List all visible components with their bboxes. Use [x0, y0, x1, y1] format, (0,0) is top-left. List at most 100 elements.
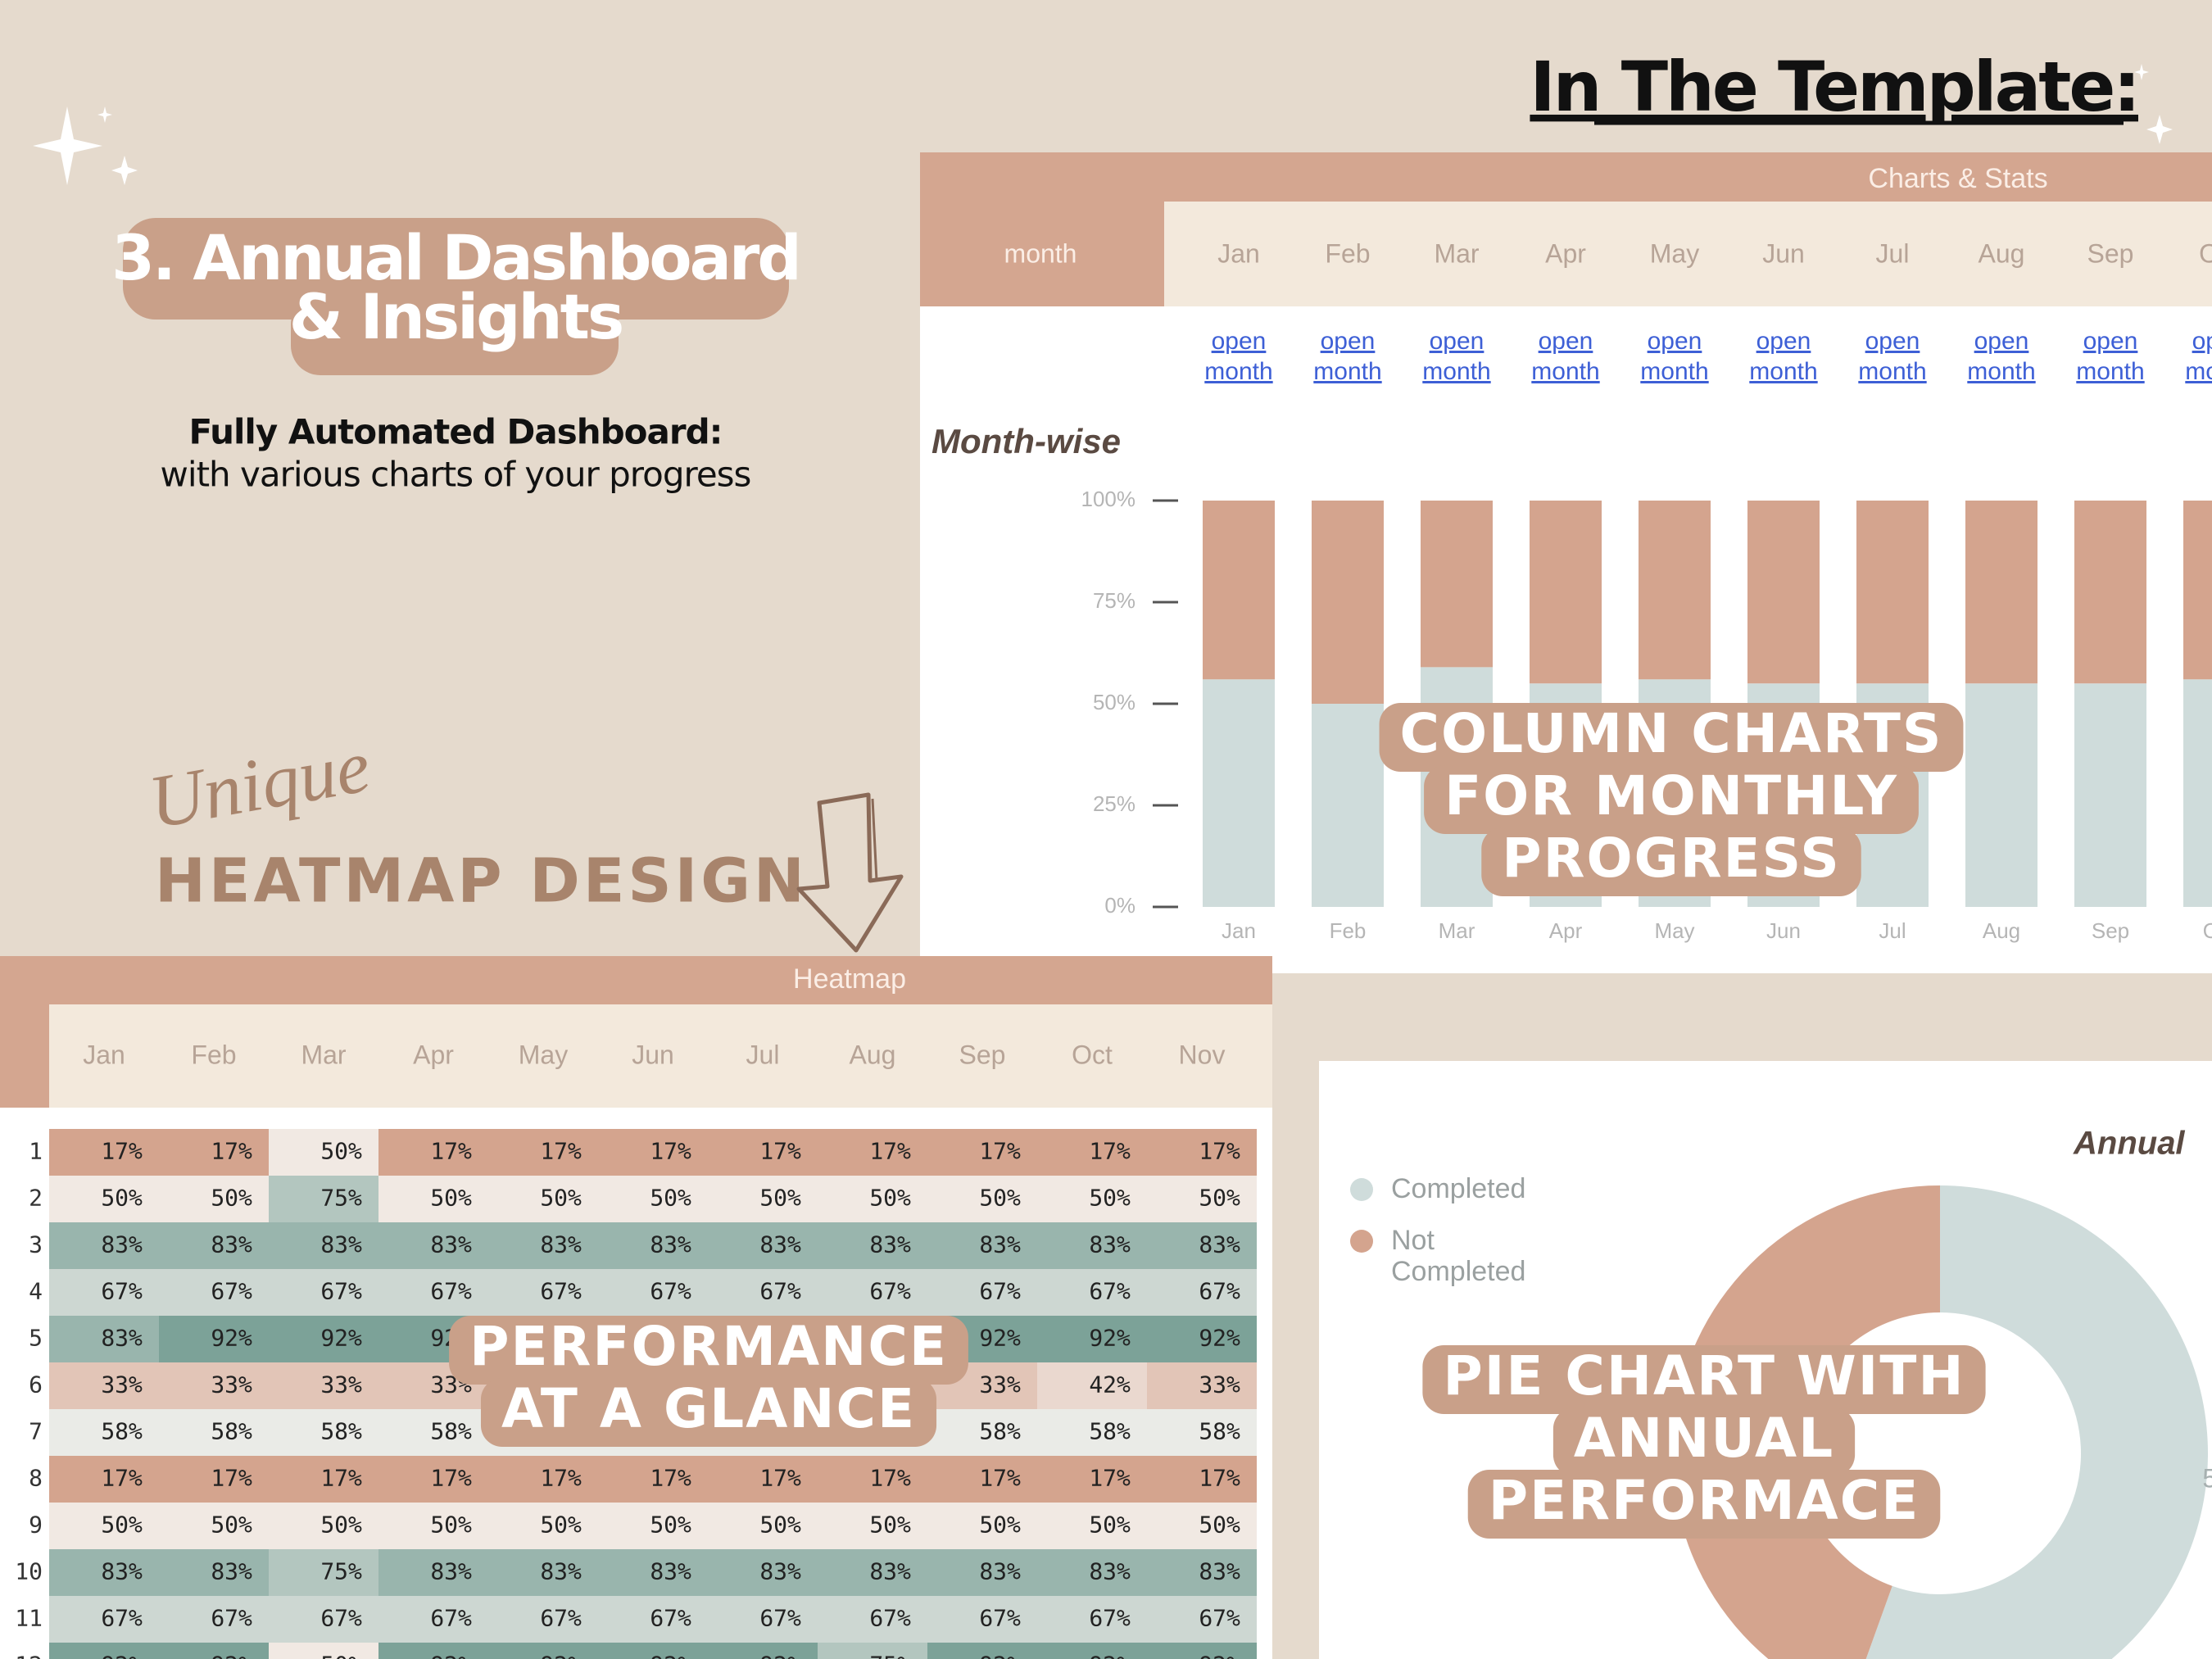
- heatmap-cell-label: 83%: [1199, 1558, 1240, 1585]
- heatmap-cell: [49, 1316, 159, 1362]
- open-month-link[interactable]: open month: [1967, 328, 2036, 385]
- callout-pill: [1379, 703, 1964, 772]
- heatmap-cell-label: 17%: [101, 1138, 143, 1165]
- bar-segment: [2074, 683, 2146, 907]
- heatmap-cell-label: 17%: [759, 1465, 801, 1492]
- heatmap-cell: [378, 1643, 488, 1659]
- open-month-link[interactable]: open month: [1313, 328, 1382, 385]
- heatmap-cell: [1147, 1503, 1257, 1549]
- heatmap-cell: [378, 1129, 488, 1176]
- callout: [449, 1316, 968, 1447]
- heatmap-cell-label: 50%: [979, 1185, 1021, 1212]
- heatmap-cell: [1037, 1129, 1147, 1176]
- heatmap-cell: [49, 1456, 159, 1503]
- open-month-link[interactable]: open month: [1640, 328, 1709, 385]
- heatmap-cell-label: 17%: [759, 1138, 801, 1165]
- open-month-link[interactable]: open month: [1749, 328, 1818, 385]
- heatmap-cell: [378, 1456, 488, 1503]
- callout-pill: [1467, 1470, 1941, 1539]
- heatmap-cell-label: 33%: [1199, 1371, 1240, 1398]
- open-month-link[interactable]: open month: [2185, 328, 2212, 385]
- pie-slice: [1865, 1185, 2208, 1659]
- heatmap-month: Oct: [1072, 1040, 1113, 1069]
- heatmap-cell-label: 83%: [540, 1231, 582, 1258]
- heatmap-cell: [378, 1596, 488, 1643]
- legend-swatch: [1350, 1230, 1373, 1253]
- panel-header: [920, 152, 2212, 202]
- heatmap-cell: [708, 1549, 818, 1596]
- bar-segment: [1203, 501, 1275, 680]
- heatmap-cell: [159, 1176, 269, 1222]
- heatmap-cell-label: 67%: [1199, 1278, 1240, 1305]
- heatmap-cell: [708, 1176, 818, 1222]
- row-label: 12: [15, 1652, 43, 1659]
- callout-text: AT A GLANCE: [501, 1377, 916, 1440]
- heatmap-cell: [269, 1316, 378, 1362]
- open-month-link[interactable]: open month: [1204, 328, 1273, 385]
- heatmap-month: May: [519, 1040, 568, 1069]
- open-month-link[interactable]: open month: [1858, 328, 1927, 385]
- heatmap-cell-label: 50%: [1089, 1512, 1131, 1539]
- x-tick-label: Feb: [1330, 918, 1367, 943]
- heatmap-cell-label: 83%: [979, 1231, 1021, 1258]
- heatmap-cell-label: 83%: [869, 1558, 911, 1585]
- heatmap-cell: [49, 1503, 159, 1549]
- bar-segment: [1421, 501, 1493, 668]
- heatmap-cell-label: 67%: [869, 1605, 911, 1632]
- x-tick-label: Apr: [1549, 918, 1583, 943]
- heatmap-cell: [927, 1176, 1037, 1222]
- bar-segment: [1965, 683, 2037, 907]
- bar-segment: [1856, 501, 1929, 684]
- heatmap-cell: [818, 1129, 927, 1176]
- heatmap-cell: [49, 1549, 159, 1596]
- heatmap-cell: [818, 1222, 927, 1269]
- heatmap-cell: [378, 1269, 488, 1316]
- heatmap-cell-label: 58%: [1199, 1418, 1240, 1445]
- heatmap-cell: [159, 1596, 269, 1643]
- heatmap-cell: [927, 1643, 1037, 1659]
- heatmap-cell: [1037, 1456, 1147, 1503]
- heatmap-cell: [1037, 1176, 1147, 1222]
- script-word: Unique: [143, 723, 375, 844]
- heatmap-month: Sep: [959, 1040, 1006, 1069]
- heatmap-cell-label: 17%: [1199, 1465, 1240, 1492]
- heatmap-cell: [708, 1129, 818, 1176]
- heatmap-cell-label: 67%: [320, 1605, 362, 1632]
- heatmap-cell-label: 17%: [320, 1465, 362, 1492]
- heatmap-cell-label: 50%: [759, 1185, 801, 1212]
- callout-pill: [1481, 827, 1861, 896]
- heatmap-cell-label: 83%: [540, 1558, 582, 1585]
- heatmap-cell-label: 67%: [211, 1605, 252, 1632]
- heatmap-cell: [708, 1503, 818, 1549]
- heatmap-cell: [598, 1503, 708, 1549]
- heatmap-cell-label: 58%: [979, 1418, 1021, 1445]
- heatmap-cell: [1147, 1269, 1257, 1316]
- heatmap-cell-label: 50%: [211, 1185, 252, 1212]
- open-month-link[interactable]: open month: [1422, 328, 1491, 385]
- heatmap-cell: [1147, 1596, 1257, 1643]
- y-tick-label: 50%: [1093, 690, 1135, 714]
- heatmap-cell-label: 50%: [979, 1512, 1021, 1539]
- heatmap-cell-label: 50%: [430, 1185, 472, 1212]
- chart-title: Month-wise: [931, 422, 1121, 460]
- heatmap-cell-label: 67%: [1089, 1278, 1131, 1305]
- heatmap-cell: [598, 1643, 708, 1659]
- page-title: In The Template:: [1530, 47, 2138, 127]
- promo-subtitle: with various charts of your progress: [161, 455, 751, 495]
- callout-pill: [1422, 1345, 1986, 1414]
- pie-value-label: 55.5%: [2202, 1463, 2212, 1493]
- open-month-link[interactable]: open month: [1531, 328, 1600, 385]
- heatmap-cell: [159, 1129, 269, 1176]
- heatmap-cell-label: 67%: [430, 1605, 472, 1632]
- open-month-link[interactable]: open month: [2076, 328, 2145, 385]
- heatmap-cell-label: 83%: [1199, 1231, 1240, 1258]
- heatmap-cell: [927, 1129, 1037, 1176]
- heatmap-cell-label: 67%: [320, 1278, 362, 1305]
- promo-title: 3. Annual Dashboard: [111, 221, 800, 294]
- heatmap-month: Aug: [850, 1040, 896, 1069]
- heatmap-cell-label: 33%: [101, 1371, 143, 1398]
- heatmap-cell-label: 92%: [979, 1652, 1021, 1659]
- callout-pill: [1424, 765, 1919, 834]
- heatmap-cell-label: 50%: [540, 1185, 582, 1212]
